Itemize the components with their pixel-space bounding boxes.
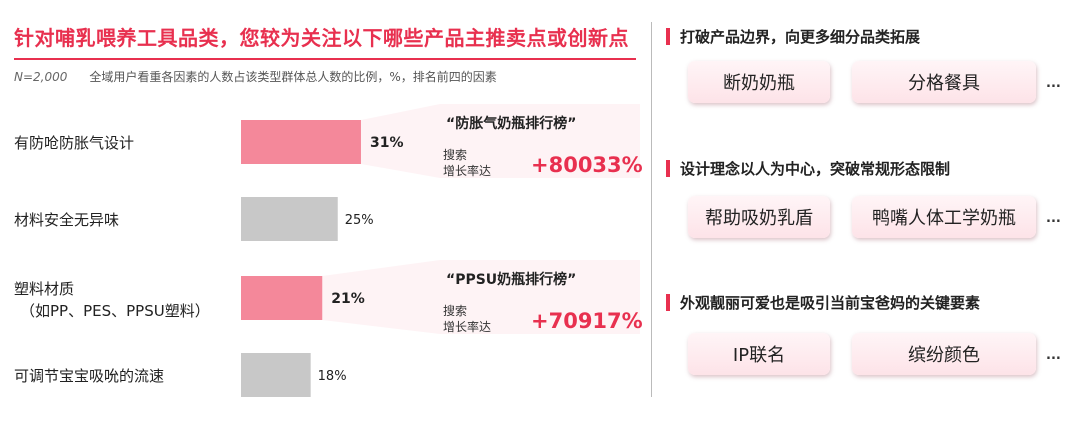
category-label-0: 有防呛防胀气设计 [14, 134, 134, 152]
chip-colorful: 缤纷颜色 [852, 333, 1036, 375]
section-2-heading-text: 设计理念以人为中心，突破常规形态限制 [680, 160, 951, 178]
heading-accent-bar [666, 160, 670, 177]
section-3-heading-text: 外观靓丽可爱也是吸引当前宝爸妈的关键要素 [680, 294, 981, 312]
section-3-heading: 外观靓丽可爱也是吸引当前宝爸妈的关键要素 [666, 292, 980, 313]
category-label-3: 可调节宝宝吸吮的流速 [14, 367, 164, 385]
more-indicator: ... [1046, 76, 1061, 91]
chip-ip-collab: IP联名 [688, 333, 830, 375]
callout-value-0: +80033% [531, 153, 643, 177]
value-label-3: 18% [318, 369, 347, 384]
callout-wedge [322, 260, 640, 334]
bar-0 [241, 120, 361, 164]
bar-2 [241, 276, 323, 320]
chip-duckbill-bottle: 鸭嘴人体工学奶瓶 [852, 196, 1036, 238]
callout-title-1: “PPSU奶瓶排行榜” [446, 271, 576, 288]
category-sublabel-2: （如PP、PES、PPSU塑料） [20, 302, 210, 320]
callout-label-0: 搜索 [443, 147, 467, 162]
category-label-2: 塑料材质 [14, 280, 74, 298]
callout-label2-1: 增长率达 [443, 319, 491, 334]
more-indicator: ... [1046, 348, 1061, 363]
bar-3 [241, 353, 311, 397]
section-1-heading-text: 打破产品边界，向更多细分品类拓展 [680, 28, 921, 46]
callout-value-1: +70917% [531, 309, 643, 333]
vertical-divider [651, 22, 652, 397]
section-1-heading: 打破产品边界，向更多细分品类拓展 [666, 26, 920, 47]
value-label-0: 31% [370, 135, 404, 151]
value-label-1: 25% [345, 213, 374, 228]
chip-nipple-shield: 帮助吸奶乳盾 [688, 196, 830, 238]
sample-size: N=2,000 [14, 70, 68, 84]
heading-accent-bar [666, 294, 670, 311]
callout-wedge [360, 104, 640, 178]
chip-weaning-bottle: 断奶奶瓶 [688, 61, 830, 103]
heading-accent-bar [666, 28, 670, 45]
bar-chart: 31% 有防呛防胀气设计 25% 材料安全无异味 21% 塑料材质 （如PP、PES、PPS… [14, 104, 643, 397]
note-text: 全域用户看重各因素的人数占该类型群体总人数的比例，%，排名前四的因素 [89, 70, 497, 84]
more-indicator: ... [1046, 211, 1061, 226]
value-label-2: 21% [331, 291, 365, 307]
category-label-1: 材料安全无异味 [14, 211, 119, 229]
title-underline [14, 58, 636, 60]
section-2-heading: 设计理念以人为中心，突破常规形态限制 [666, 158, 950, 179]
callout-label2-0: 增长率达 [443, 163, 491, 178]
callout-title-0: “防胀气奶瓶排行榜” [446, 115, 576, 132]
chip-divided-tableware: 分格餐具 [852, 61, 1036, 103]
callout-label-1: 搜索 [443, 303, 467, 318]
page-title: 针对哺乳喂养工具品类，您较为关注以下哪些产品主推卖点或创新点 [14, 26, 629, 50]
bar-1 [241, 197, 338, 241]
chart-note: N=2,000 全域用户看重各因素的人数占该类型群体总人数的比例，%，排名前四的因… [14, 68, 497, 85]
